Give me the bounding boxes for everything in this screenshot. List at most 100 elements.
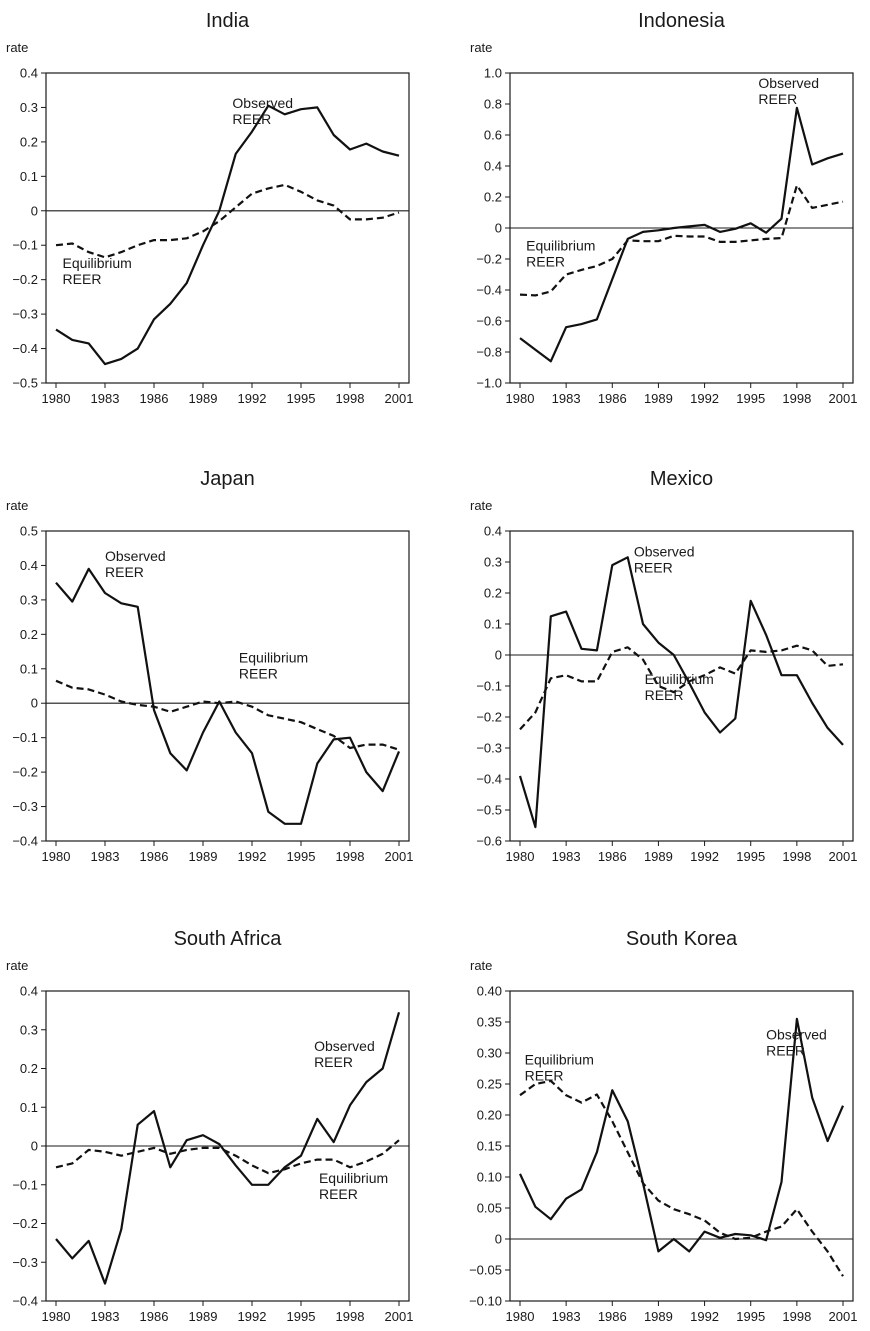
equilibrium-reer-line: [55, 1139, 400, 1175]
observed-reer-line: [55, 104, 400, 366]
y-tick-label: 0.4: [20, 558, 38, 573]
x-tick-label: 1980: [506, 1309, 535, 1324]
x-tick-label: 1980: [506, 391, 535, 406]
series-annotation: REER: [232, 111, 271, 127]
x-tick-label: 1986: [598, 849, 627, 864]
x-tick-label: 1992: [238, 391, 267, 406]
y-tick-label: −0.3: [12, 307, 38, 322]
y-tick-label: −1.0: [476, 376, 502, 391]
y-tick-label: −0.05: [469, 1263, 502, 1278]
x-tick-label: 1983: [91, 391, 120, 406]
x-tick-label: 1989: [189, 849, 218, 864]
x-tick-label: 2001: [385, 849, 414, 864]
x-tick-label: 1980: [506, 849, 535, 864]
series-annotation: REER: [645, 687, 684, 703]
x-tick-label: 1986: [140, 1309, 169, 1324]
y-tick-label: 0: [495, 221, 502, 236]
x-tick-label: 1995: [736, 1309, 765, 1324]
series-annotation: REER: [758, 91, 797, 107]
series-annotation: REER: [525, 1067, 564, 1083]
chart-title: Japan: [200, 468, 255, 490]
y-tick-label: 0: [31, 203, 38, 218]
x-tick-label: 1992: [238, 849, 267, 864]
y-tick-label: 0.2: [20, 134, 38, 149]
series-annotation: REER: [766, 1043, 805, 1059]
x-tick-label: 1995: [736, 849, 765, 864]
x-tick-label: 1998: [336, 1309, 365, 1324]
x-tick-label: 1983: [552, 391, 581, 406]
y-tick-label: 0.10: [477, 1170, 502, 1185]
y-tick-label: 0.2: [20, 1061, 38, 1076]
chart-title: India: [206, 10, 250, 32]
x-tick-label: 1986: [598, 1309, 627, 1324]
equilibrium-reer-line: [55, 679, 400, 751]
x-tick-label: 1986: [140, 849, 169, 864]
series-annotation: REER: [526, 254, 565, 270]
y-tick-label: 0.4: [20, 66, 38, 81]
x-tick-label: 2001: [829, 849, 858, 864]
y-tick-label: 0.4: [484, 159, 502, 174]
x-tick-label: 1986: [140, 391, 169, 406]
x-tick-label: 2001: [385, 391, 414, 406]
y-axis-label: rate: [6, 40, 28, 55]
series-annotation: Equilibrium: [526, 238, 595, 254]
y-tick-label: 0: [31, 696, 38, 711]
chart-panel: India rate −0.5 −0.4 −0.3 −0.2 −0.1 0 0.1 0.2 0.3 0…: [6, 10, 413, 406]
x-tick-label: 1989: [189, 1309, 218, 1324]
equilibrium-reer-line: [519, 184, 844, 297]
y-tick-label: 0.1: [20, 1100, 38, 1115]
x-tick-label: 1980: [42, 391, 71, 406]
y-tick-label: 0.8: [484, 97, 502, 112]
x-tick-label: 1992: [690, 391, 719, 406]
y-tick-label: 0.1: [20, 661, 38, 676]
y-tick-label: −0.2: [476, 252, 502, 267]
y-tick-label: −0.1: [12, 1177, 38, 1192]
y-tick-label: 0.15: [477, 1139, 502, 1154]
y-tick-label: −0.5: [476, 803, 502, 818]
chart-panel: South Africa rate −0.4 −0.3 −0.2 −0.1 0 0.1 0.2 0…: [6, 928, 413, 1324]
plot-frame: [45, 72, 410, 384]
x-tick-label: 1980: [42, 1309, 71, 1324]
x-tick-label: 1992: [690, 849, 719, 864]
y-tick-label: 0: [495, 1232, 502, 1247]
x-tick-label: 1998: [336, 391, 365, 406]
x-tick-label: 1998: [782, 1309, 811, 1324]
y-tick-label: 0.1: [484, 617, 502, 632]
y-tick-label: 0.35: [477, 1015, 502, 1030]
y-tick-label: 0: [31, 1139, 38, 1154]
y-tick-label: −0.6: [476, 314, 502, 329]
x-tick-label: 1983: [91, 1309, 120, 1324]
series-annotation: REER: [314, 1054, 353, 1070]
x-tick-label: 1989: [189, 391, 218, 406]
observed-reer-line: [55, 1011, 401, 1285]
x-tick-label: 1995: [287, 1309, 316, 1324]
y-tick-label: −0.1: [476, 679, 502, 694]
equilibrium-reer-line: [519, 1079, 844, 1277]
series-annotation: Observed: [105, 548, 166, 564]
series-annotation: REER: [239, 665, 278, 681]
y-tick-label: −0.5: [12, 376, 38, 391]
y-tick-label: 0.30: [477, 1046, 502, 1061]
x-tick-label: 1989: [644, 849, 673, 864]
x-tick-label: 1983: [91, 849, 120, 864]
series-annotation: Equilibrium: [239, 649, 308, 665]
y-tick-label: −0.3: [12, 799, 38, 814]
y-tick-label: −0.8: [476, 345, 502, 360]
y-tick-label: 0.3: [484, 555, 502, 570]
series-annotation: Observed: [232, 95, 293, 111]
y-tick-label: 0.2: [20, 627, 38, 642]
x-tick-label: 1998: [782, 849, 811, 864]
x-tick-label: 1995: [287, 849, 316, 864]
y-tick-label: 0.05: [477, 1201, 502, 1216]
y-tick-label: −0.2: [12, 765, 38, 780]
series-annotation: Observed: [758, 75, 819, 91]
y-tick-label: −0.2: [12, 1216, 38, 1231]
y-axis-label: rate: [470, 498, 492, 513]
chart-title: South Korea: [626, 928, 738, 950]
x-tick-label: 1986: [598, 391, 627, 406]
chart-title: South Africa: [174, 928, 283, 950]
series-annotation: Equilibrium: [525, 1051, 594, 1067]
y-tick-label: −0.3: [12, 1255, 38, 1270]
y-tick-label: 0.6: [484, 128, 502, 143]
